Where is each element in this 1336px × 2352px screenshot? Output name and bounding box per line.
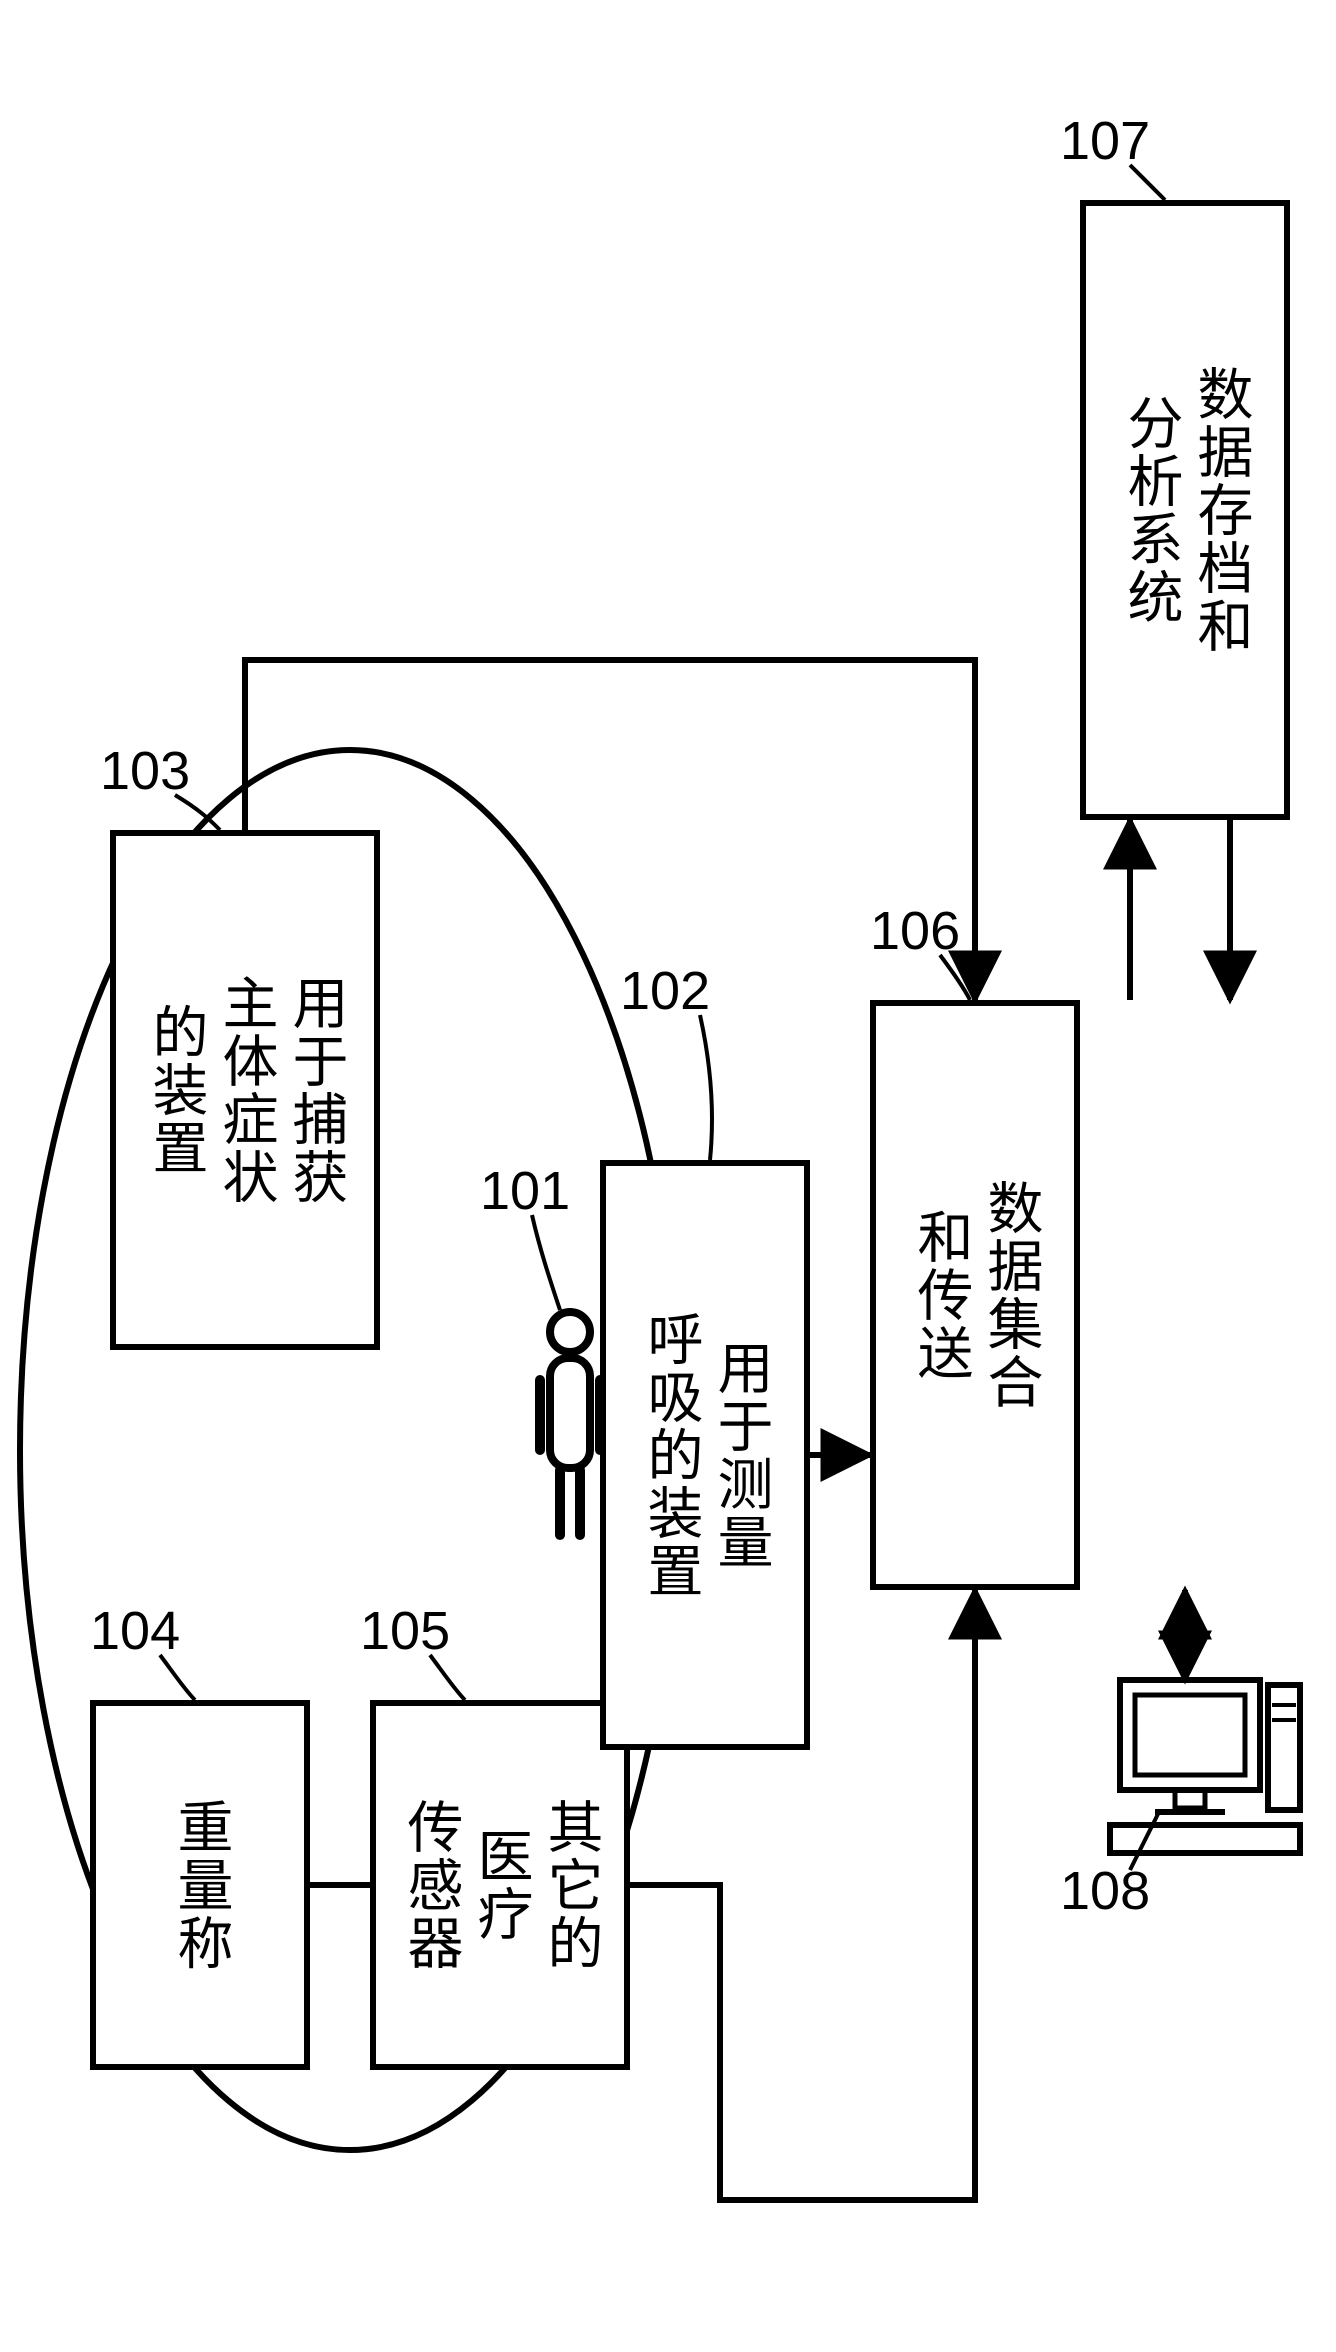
node-103: 用于捕获 主体症状 的装置: [110, 830, 380, 1350]
ref-104: 104: [90, 1600, 180, 1662]
node-107: 数据存档和 分析系统: [1080, 200, 1290, 820]
node-104-label: 重量称: [165, 1798, 235, 1972]
computer-icon: [1110, 1680, 1300, 1853]
node-105-label: 其它的 医疗 传感器: [395, 1798, 605, 1972]
node-102-label: 用于测量 呼吸的装置: [635, 1310, 775, 1600]
node-106-label: 数据集合 和传送: [905, 1179, 1045, 1411]
person-icon: [540, 1312, 600, 1535]
node-103-label: 用于捕获 主体症状 的装置: [140, 974, 350, 1206]
ref-106: 106: [870, 900, 960, 962]
leader-102: [700, 1015, 712, 1160]
node-102: 用于测量 呼吸的装置: [600, 1160, 810, 1750]
node-107-label: 数据存档和 分析系统: [1115, 365, 1255, 655]
leader-101: [532, 1215, 560, 1310]
node-104: 重量称: [90, 1700, 310, 2070]
ref-105: 105: [360, 1600, 450, 1662]
ref-107: 107: [1060, 110, 1150, 172]
ref-102: 102: [620, 960, 710, 1022]
ref-101: 101: [480, 1160, 570, 1222]
node-105: 其它的 医疗 传感器: [370, 1700, 630, 2070]
diagram-canvas: 用于捕获 主体症状 的装置 重量称 其它的 医疗 传感器 用于测量 呼吸的装置 …: [0, 0, 1336, 2352]
ref-103: 103: [100, 740, 190, 802]
node-106: 数据集合 和传送: [870, 1000, 1080, 1590]
ref-108: 108: [1060, 1860, 1150, 1922]
